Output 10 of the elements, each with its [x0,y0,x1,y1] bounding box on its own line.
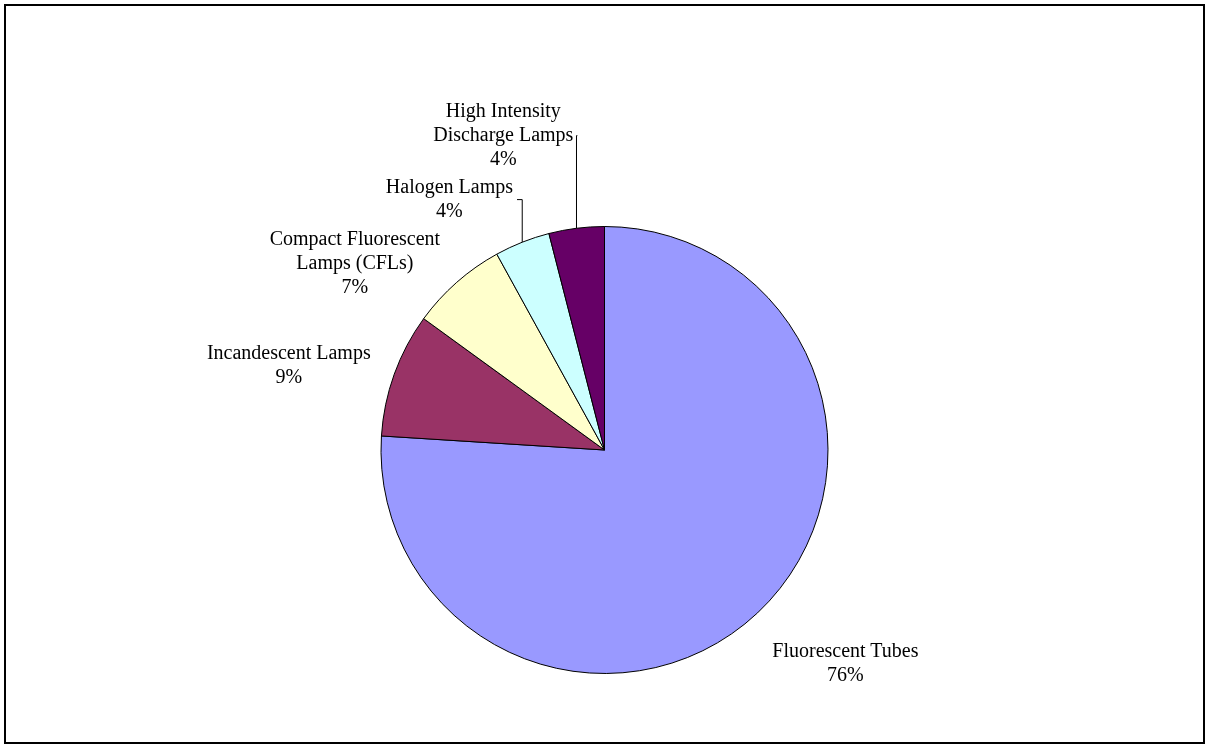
data-label: 7% [341,274,369,297]
slice-label: Fluorescent Tubes [772,639,919,662]
data-label: 4% [436,198,463,221]
slice-label: High Intensity Discharge Lamps [433,98,574,146]
slice-label: Halogen Lamps [385,174,514,198]
data-label: 4% [489,146,517,169]
slice-label: Compact Fluorescent Lamps (CFLs) [269,226,441,274]
slice-label: Incandescent Lamps [206,341,371,365]
data-label: 76% [827,663,864,686]
data-label: 9% [275,365,303,388]
